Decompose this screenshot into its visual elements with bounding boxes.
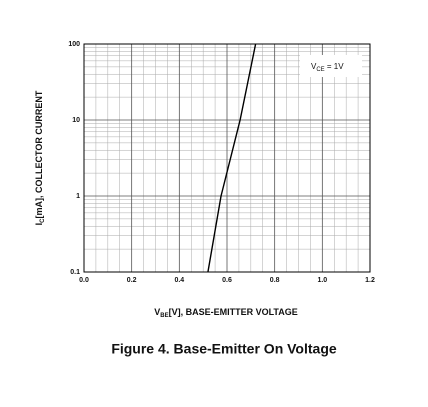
annotation-rest: = 1V — [325, 62, 345, 71]
x-label-main: V — [154, 307, 160, 317]
y-tick-label: 100 — [68, 41, 80, 48]
x-tick-label: 0.0 — [79, 277, 89, 284]
data-line — [207, 43, 257, 273]
y-label-rest: [mA], COLLECTOR CURRENT — [34, 90, 44, 218]
annotation: VCE = 1V — [311, 62, 344, 72]
x-tick-label: 0.2 — [127, 277, 137, 284]
x-label-rest: [V], BASE-EMITTER VOLTAGE — [169, 307, 298, 317]
x-tick-label: 0.8 — [270, 277, 280, 284]
x-tick-label: 1.2 — [365, 277, 375, 284]
y-label-sub: C — [40, 218, 46, 223]
plot-frame — [83, 43, 371, 273]
annotation-box — [300, 55, 362, 77]
figure-caption: Figure 4. Base-Emitter On Voltage — [111, 341, 337, 357]
x-tick-label: 1.0 — [317, 277, 327, 284]
x-tick-label: 0.6 — [222, 277, 232, 284]
x-axis-label: VBE[V], BASE-EMITTER VOLTAGE — [154, 307, 298, 318]
y-axis-label: IC[mA], COLLECTOR CURRENT — [34, 90, 45, 225]
y-tick-label: 10 — [72, 117, 80, 124]
annotation-sub: CE — [316, 67, 324, 73]
x-tick-label: 0.4 — [174, 277, 184, 284]
y-tick-label: 0.1 — [70, 269, 80, 276]
y-tick-label: 1 — [76, 193, 80, 200]
y-label-main: I — [34, 223, 44, 226]
x-label-sub: BE — [160, 313, 168, 319]
annotation-main: V — [311, 62, 317, 71]
